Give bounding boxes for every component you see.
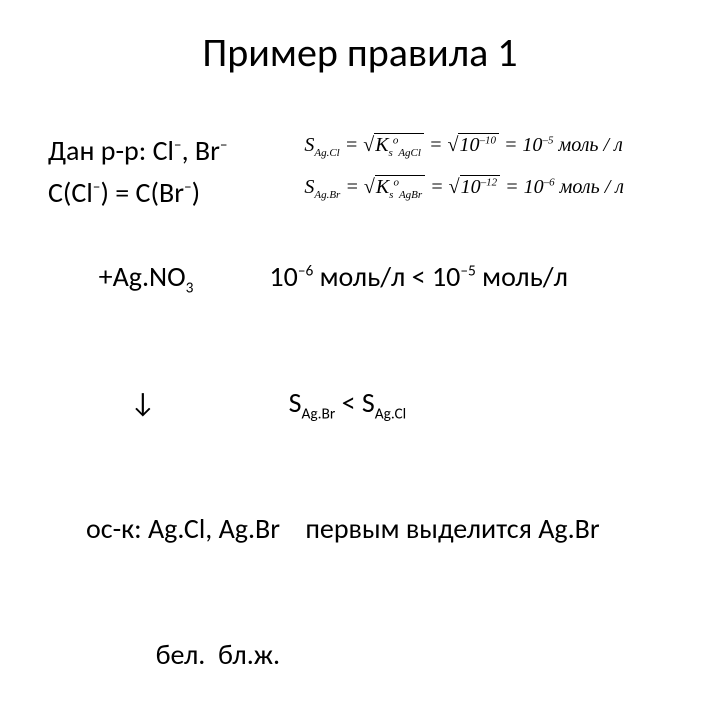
sqrt-icon-4: √ [449, 176, 460, 198]
f2-10: 10 [461, 176, 481, 198]
l3-rd: –5 [460, 262, 475, 281]
f2-eq1: = [340, 176, 364, 198]
f1-rad2: 10–10 [458, 133, 499, 156]
f2-after: = 10 [500, 176, 544, 198]
l2-sup2: – [184, 178, 192, 197]
slide-title: Пример правила 1 [0, 28, 720, 77]
f2-exp: –6 [544, 176, 555, 188]
l1-text-a: Дан р-р: Cl [48, 133, 174, 168]
sqrt-icon-3: √ [364, 176, 375, 198]
f2-units: моль / л [555, 176, 624, 198]
formula-agbr: SAg.Br = √KsoAgBr = √10–12 = 10–6 моль /… [304, 172, 624, 202]
f1-eq2: = [424, 134, 448, 156]
l1-sup2: – [220, 136, 228, 155]
sqrt-icon-2: √ [447, 134, 458, 156]
l4-rd: Ag.Cl [375, 405, 407, 424]
line-4: ↓ SAg.Br < SAg.Cl [48, 340, 678, 466]
f2-sub: Ag.Br [314, 189, 340, 201]
f1-eq1: = [340, 134, 364, 156]
line-1: Дан р-р: Cl–, Br– SAg.Cl = √KsoAgCl = √1… [48, 130, 678, 172]
l5-left: ос-к: Ag.Cl, Ag.Br [86, 511, 280, 546]
f2-ko: o [393, 176, 399, 188]
sqrt-icon: √ [363, 134, 374, 156]
f1-s: S [304, 134, 314, 156]
f2-ks: s [389, 189, 393, 201]
f2-k: K [376, 176, 389, 198]
f1-exp: –5 [542, 134, 553, 146]
l2-c: ) [192, 175, 201, 210]
f2-rad2: 10–12 [460, 175, 501, 198]
l3-re: моль/л [476, 259, 568, 294]
f1-rad1: KsoAgCl [374, 133, 424, 156]
f2-rad1: KsoAgBr [375, 175, 425, 198]
f1-ko: o [393, 134, 399, 146]
l1-text-b: , Br [182, 133, 220, 168]
slide-content: Дан р-р: Cl–, Br– SAg.Cl = √KsoAgCl = √1… [48, 130, 678, 718]
l3-rb: –6 [298, 262, 313, 281]
line-5: ос-к: Ag.Cl, Ag.Br первым выделится Ag.B… [48, 466, 678, 592]
line-6: бел. бл.ж. [48, 592, 678, 718]
l2-a: C(Cl [48, 175, 93, 210]
l3-ra: 10 [193, 259, 297, 294]
line-2: C(Cl–) = C(Br–) SAg.Br = √KsoAgBr = √10–… [48, 172, 678, 214]
l4-ra: S [156, 385, 302, 420]
formula-agcl: SAg.Cl = √KsoAgCl = √10–10 = 10–5 моль /… [304, 130, 622, 160]
f1-exp10: –10 [479, 134, 496, 146]
f2-exp12: –12 [481, 176, 498, 188]
f1-sub: Ag.Cl [314, 147, 339, 159]
f1-10: 10 [459, 134, 479, 156]
l3-rc: моль/л < 10 [313, 259, 460, 294]
f1-ks: s [389, 147, 393, 159]
l5-right: первым выделится Ag.Br [280, 511, 600, 546]
l2-b: ) = C(Br [100, 175, 184, 210]
f1-k: K [375, 134, 388, 156]
line-3: +Ag.NO3 10–6 моль/л < 10–5 моль/л [48, 214, 678, 340]
f2-eq2: = [425, 176, 449, 198]
down-arrow-icon: ↓ [86, 385, 156, 420]
f2-s: S [304, 176, 314, 198]
l1-sup1: – [174, 136, 182, 155]
f1-kagcl: AgCl [398, 147, 421, 159]
l4-rc: < S [335, 385, 374, 420]
f1-after: = 10 [499, 134, 543, 156]
l3-left: +Ag.NO [86, 259, 186, 294]
f1-units: моль / л [553, 134, 622, 156]
slide: Пример правила 1 Дан р-р: Cl–, Br– SAg.C… [0, 0, 720, 540]
l6: бел. бл.ж. [86, 637, 280, 672]
l4-rb: Ag.Br [301, 405, 335, 424]
f2-kagbr: AgBr [399, 189, 422, 201]
